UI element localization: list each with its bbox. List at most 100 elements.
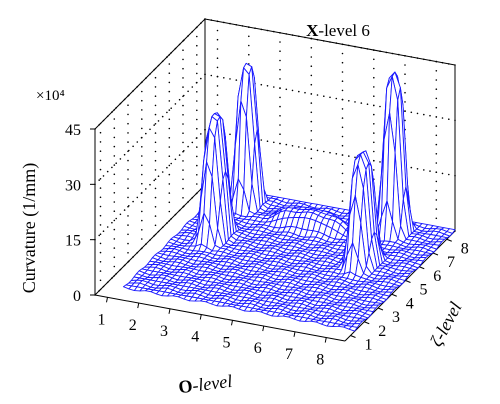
grid-dot [435,60,438,63]
grid-dot [335,153,338,155]
grid-dot [260,83,263,86]
grid-dot [128,260,130,263]
grid-dot [216,57,219,59]
grid-dot [341,163,344,165]
grid-dot [216,75,219,78]
z-tick-label: 45 [65,122,81,139]
grid-dot [210,74,213,77]
grid-dot [279,41,281,43]
grid-dot [153,124,155,126]
grid-dot [113,228,116,231]
grid-dot [168,81,171,84]
grid-dot [113,127,116,129]
grid-dot [113,109,116,111]
grid-dot [216,85,219,87]
grid-dot [248,26,250,28]
grid-dot [435,199,438,201]
grid-dot [174,158,177,161]
grid-dot [157,64,160,67]
grid-dot [354,101,356,103]
grid-dot [373,104,375,107]
grid-dot [168,173,171,176]
grid-dot [154,113,157,116]
grid-dot [132,200,134,203]
grid-dot [216,94,219,96]
grid-dot [279,68,281,71]
grid-dot [429,114,431,117]
grid-dot [182,187,184,190]
grid-dot [178,154,181,156]
grid-dot [404,101,406,103]
grid-dot [435,208,438,210]
y-tick-mark [446,238,452,242]
grid-dot [373,123,375,125]
grid-dot [291,34,294,36]
grid-dot [168,54,171,56]
grid-dot [115,107,117,109]
grid-dot [404,110,406,112]
grid-dot [373,67,375,70]
y-tick-label: 4 [406,295,414,312]
grid-dot [157,175,160,177]
grid-dot [279,115,281,117]
grid-dot [157,120,160,122]
grid-dot [128,205,130,207]
grid-dot [454,119,456,122]
grid-dot [182,77,184,79]
grid-dot [435,88,438,90]
grid-dot [273,30,275,33]
grid-dot [316,149,319,152]
grid-dot [329,151,331,154]
grid-dot [435,189,438,192]
grid-dot [127,187,129,189]
grid-dot [341,200,344,202]
grid-dot [196,44,198,47]
grid-dot [168,127,171,130]
grid-dot [99,270,102,272]
grid-dot [113,173,116,176]
grid-dot [154,141,157,144]
grid-dot [113,210,116,212]
grid-dot [127,196,129,199]
grid-dot [354,156,356,159]
x-tick-mark [231,320,233,326]
grid-dot [229,22,231,25]
grid-dot [195,26,198,29]
y-tick-mark [377,307,384,311]
grid-dot [106,226,109,228]
grid-dot [113,275,116,277]
grid-dot [196,146,198,148]
grid-dot [154,104,157,107]
grid-dot [168,118,171,121]
grid-dot [298,35,300,38]
grid-dot [279,133,281,135]
grid-dot [141,173,143,176]
grid-dot [111,166,113,169]
grid-dot [235,79,238,81]
grid-dot [170,107,172,109]
grid-dot [187,201,189,203]
grid-dot [113,118,116,120]
grid-dot [154,123,157,125]
grid-dot [154,132,157,134]
grid-dot [99,205,102,208]
grid-dot [161,226,164,229]
x-tick-label: 6 [254,340,262,357]
y-tick-label: 2 [378,323,386,340]
grid-dot [99,178,102,180]
grid-dot [98,179,100,181]
grid-dot [341,43,344,46]
grid-dot [153,179,155,182]
grid-dot [373,169,375,171]
grid-dot [191,86,194,88]
grid-dot [204,128,206,131]
grid-dot [141,90,143,93]
grid-dot [379,105,381,108]
grid-dot [316,94,319,96]
grid-dot [99,214,102,217]
grid-dot [99,261,102,263]
grid-dot [279,78,281,80]
grid-dot [127,104,129,106]
grid-dot [266,29,269,32]
grid-dot [183,205,185,207]
